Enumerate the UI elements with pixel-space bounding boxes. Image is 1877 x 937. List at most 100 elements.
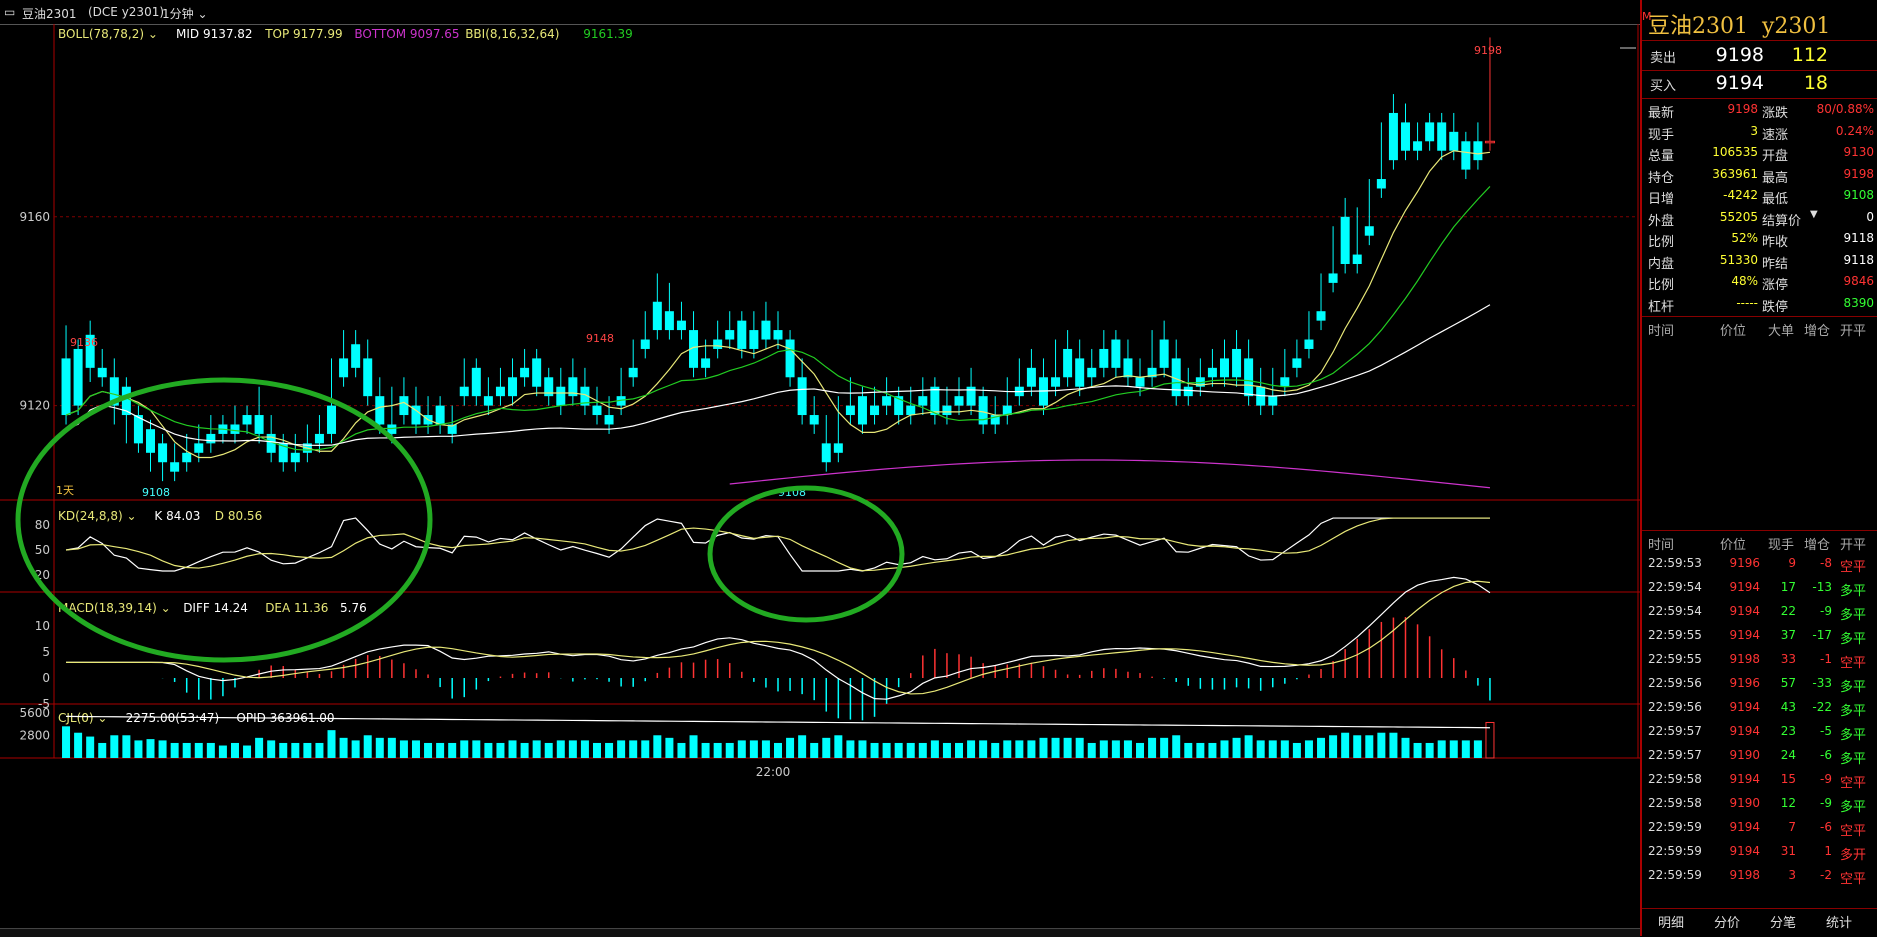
ask-row[interactable]: 卖出 9198 112 (1642, 44, 1877, 70)
candle-body (942, 405, 952, 416)
tick-row[interactable]: 22:59:55 9194 37 -17 多平 (1642, 626, 1877, 647)
candle-body (182, 452, 192, 463)
tick-row[interactable]: 22:59:57 9190 24 -6 多平 (1642, 746, 1877, 767)
tick-oi: -1 (1820, 652, 1832, 666)
tick-oi: -6 (1820, 748, 1832, 762)
volume-bar (1075, 737, 1084, 758)
volume-bar (363, 735, 372, 758)
volume-bar (1148, 737, 1157, 758)
volume-bar (725, 742, 734, 758)
tick-price: 9194 (1729, 628, 1760, 642)
stat-label-left: 总量 (1648, 149, 1675, 164)
kd-d-line (65, 517, 1490, 572)
candle-body (1484, 140, 1495, 144)
tick-row[interactable]: 22:59:54 9194 17 -13 多平 (1642, 578, 1877, 599)
kd-name[interactable]: KD(24,8,8) ⌄ (58, 509, 137, 523)
tick-price: 9194 (1729, 580, 1760, 594)
volume-bar (230, 742, 239, 758)
candle-body (592, 405, 602, 416)
stat-value-right: 9118 (1843, 231, 1874, 245)
cjl-name[interactable]: CJL(0) ⌄ (58, 711, 107, 725)
stat-label-right: 开盘 (1762, 149, 1789, 164)
stat-label-right: 最低 (1762, 192, 1789, 207)
window-icon[interactable]: ▭ (4, 5, 16, 19)
stat-label-right: 结算价 (1762, 213, 1802, 229)
volume-bar (761, 740, 770, 758)
tick-row[interactable]: 22:59:53 9196 9 -8 空平 (1642, 554, 1877, 575)
candle-body (1147, 367, 1157, 378)
macd-name[interactable]: MACD(18,39,14) ⌄ (58, 601, 171, 615)
candle-body (1449, 131, 1459, 151)
bid-row[interactable]: 买入 9194 18 (1642, 72, 1877, 98)
column-header: 时间 (1648, 324, 1675, 339)
tick-row[interactable]: 22:59:59 9198 3 -2 空平 (1642, 866, 1877, 887)
candle-body (833, 443, 843, 453)
tick-volume: 33 (1780, 652, 1796, 666)
stat-value-right: 9198 (1843, 166, 1874, 181)
volume-bar (1208, 742, 1217, 758)
tick-row[interactable]: 22:59:56 9196 57 -33 多平 (1642, 674, 1877, 695)
tab-3[interactable]: 统计 (1826, 916, 1853, 931)
volume-bar (1341, 732, 1350, 758)
tick-volume: 17 (1780, 580, 1796, 594)
candle-body (97, 367, 107, 378)
volume-bar (942, 742, 951, 758)
candle-body (544, 377, 554, 397)
tick-price: 9194 (1729, 724, 1760, 738)
tab-1[interactable]: 分价 (1714, 916, 1741, 931)
dropdown-icon[interactable]: ▼ (1810, 208, 1818, 220)
tick-row[interactable]: 22:59:58 9190 12 -9 多平 (1642, 794, 1877, 815)
instrument-name[interactable]: 豆油2301 (22, 7, 77, 21)
tick-time: 22:59:59 (1648, 844, 1702, 858)
stat-row: 比例 48% 涨停 9846 (1642, 272, 1877, 293)
volume-bar (436, 742, 445, 758)
ask-price: 9198 (1715, 44, 1764, 66)
candle-body (773, 330, 783, 340)
bid-volume: 18 (1803, 72, 1828, 94)
stat-value-right: 9130 (1843, 145, 1874, 159)
candle-body (483, 396, 493, 406)
candle-body (242, 415, 252, 425)
volume-bar (713, 742, 722, 758)
tick-row[interactable]: 22:59:59 9194 7 -6 空平 (1642, 818, 1877, 839)
candle-body (1207, 367, 1217, 378)
tick-row[interactable]: 22:59:55 9198 33 -1 空平 (1642, 650, 1877, 671)
candle-body (604, 415, 614, 425)
period-selector[interactable]: 1分钟 ⌄ (162, 7, 208, 21)
tick-row[interactable]: 22:59:59 9194 31 1 多开 (1642, 842, 1877, 863)
stat-value-left: -4242 (1723, 188, 1758, 202)
tick-type: 多平 (1840, 728, 1867, 743)
tick-row[interactable]: 22:59:57 9194 23 -5 多平 (1642, 722, 1877, 743)
tab-2[interactable]: 分笔 (1770, 916, 1797, 931)
stat-label-right: 涨停 (1762, 278, 1789, 293)
stat-label-right: 昨结 (1762, 256, 1789, 272)
boll-name[interactable]: BOLL(78,78,2) ⌄ (58, 27, 158, 41)
tick-row[interactable]: 22:59:54 9194 22 -9 多平 (1642, 602, 1877, 623)
tick-time: 22:59:57 (1648, 748, 1702, 762)
tick-row[interactable]: 22:59:58 9194 15 -9 空平 (1642, 770, 1877, 791)
annotation-ellipse (707, 485, 905, 623)
stat-row: 杠杆 ----- 跌停 8390 (1642, 294, 1877, 315)
volume-bar (786, 737, 795, 758)
bbi-name[interactable]: BBI(8,16,32,64) (465, 27, 559, 41)
high-marker: 9136 (70, 336, 98, 349)
tab-0[interactable]: 明细 (1658, 916, 1685, 931)
volume-bar (146, 739, 155, 758)
stat-label-right: 跌停 (1762, 299, 1789, 315)
tick-row[interactable]: 22:59:56 9194 43 -22 多平 (1642, 698, 1877, 719)
tick-price: 9196 (1729, 676, 1760, 690)
volume-bar (1039, 737, 1048, 758)
volume-bar (894, 742, 903, 758)
tick-oi: -13 (1812, 580, 1832, 594)
price-tick: 9160 (19, 210, 50, 224)
tick-type: 多平 (1840, 704, 1867, 719)
tick-oi: 1 (1824, 844, 1832, 858)
candle-body (1026, 367, 1036, 387)
volume-bar (1280, 740, 1289, 758)
stat-label-left: 内盘 (1648, 256, 1675, 272)
volume-bar (1136, 742, 1145, 758)
volume-bar (822, 737, 831, 758)
volume-bar (870, 742, 879, 758)
tick-price: 9196 (1729, 556, 1760, 570)
